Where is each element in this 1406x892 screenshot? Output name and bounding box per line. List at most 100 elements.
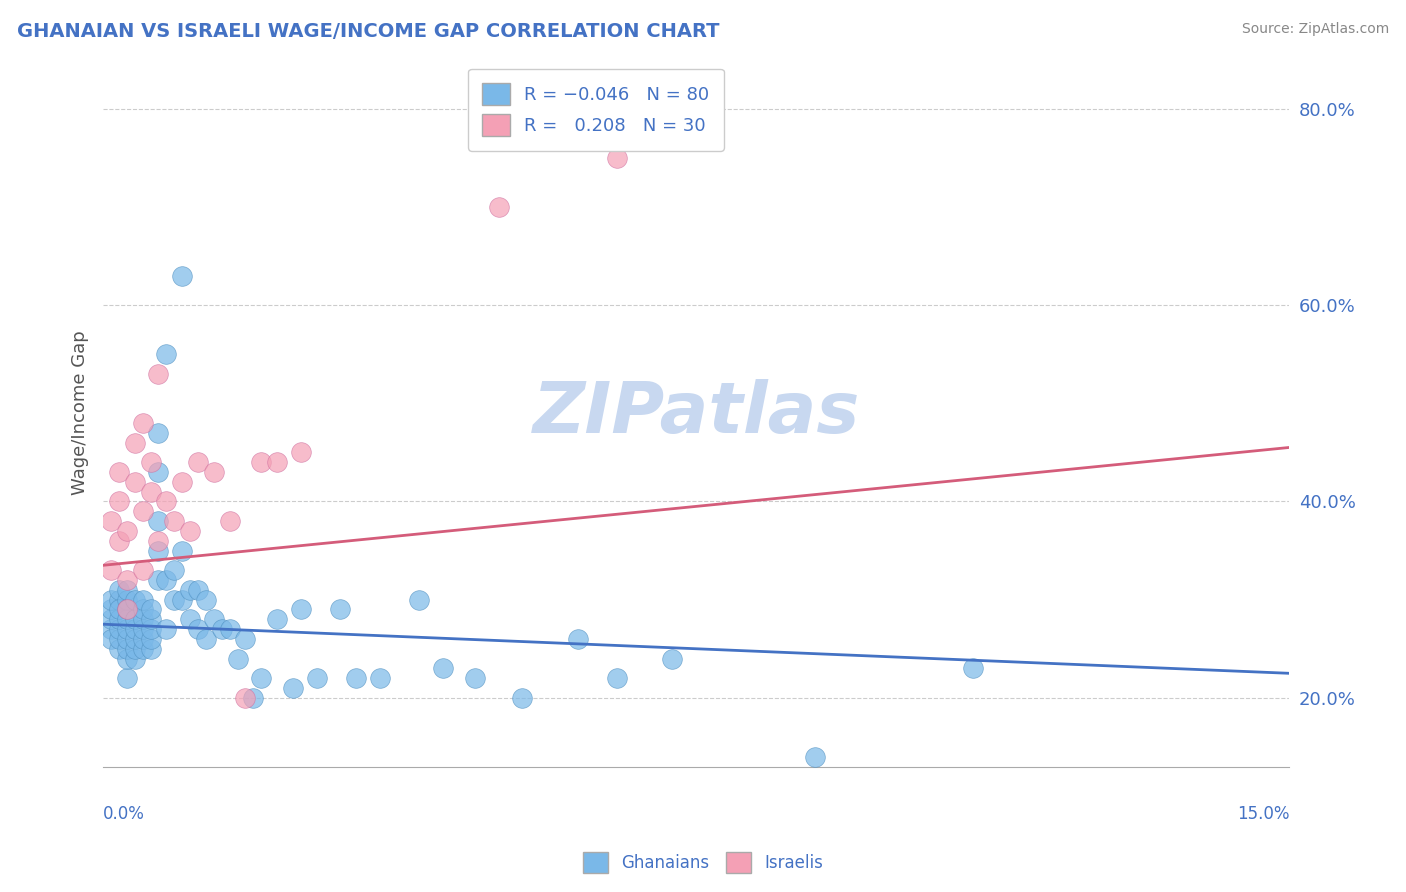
- Point: [464, 671, 486, 685]
- Point: [408, 592, 430, 607]
- Point: [124, 632, 146, 646]
- Point: [179, 524, 201, 538]
- Point: [194, 632, 217, 646]
- Point: [194, 592, 217, 607]
- Point: [250, 671, 273, 685]
- Point: [100, 563, 122, 577]
- Point: [108, 641, 131, 656]
- Point: [290, 445, 312, 459]
- Point: [131, 632, 153, 646]
- Point: [124, 612, 146, 626]
- Point: [235, 690, 257, 705]
- Point: [235, 632, 257, 646]
- Point: [115, 602, 138, 616]
- Point: [100, 514, 122, 528]
- Point: [131, 602, 153, 616]
- Point: [148, 465, 170, 479]
- Point: [108, 465, 131, 479]
- Point: [187, 622, 209, 636]
- Point: [172, 268, 194, 283]
- Point: [139, 612, 162, 626]
- Point: [131, 592, 153, 607]
- Point: [432, 661, 454, 675]
- Point: [567, 632, 589, 646]
- Point: [108, 612, 131, 626]
- Point: [606, 671, 628, 685]
- Point: [131, 622, 153, 636]
- Point: [281, 681, 304, 695]
- Point: [115, 582, 138, 597]
- Point: [148, 367, 170, 381]
- Point: [131, 504, 153, 518]
- Point: [218, 514, 240, 528]
- Point: [100, 592, 122, 607]
- Point: [108, 602, 131, 616]
- Point: [148, 543, 170, 558]
- Point: [250, 455, 273, 469]
- Point: [202, 612, 225, 626]
- Point: [179, 612, 201, 626]
- Point: [131, 416, 153, 430]
- Point: [155, 347, 177, 361]
- Point: [368, 671, 391, 685]
- Point: [163, 592, 186, 607]
- Point: [218, 622, 240, 636]
- Point: [266, 612, 288, 626]
- Point: [661, 651, 683, 665]
- Legend: R = −0.046   N = 80, R =   0.208   N = 30: R = −0.046 N = 80, R = 0.208 N = 30: [468, 69, 724, 151]
- Point: [131, 641, 153, 656]
- Point: [804, 749, 827, 764]
- Point: [155, 573, 177, 587]
- Point: [108, 592, 131, 607]
- Point: [172, 592, 194, 607]
- Point: [115, 671, 138, 685]
- Text: GHANAIAN VS ISRAELI WAGE/INCOME GAP CORRELATION CHART: GHANAIAN VS ISRAELI WAGE/INCOME GAP CORR…: [17, 22, 720, 41]
- Point: [115, 573, 138, 587]
- Point: [187, 582, 209, 597]
- Point: [115, 651, 138, 665]
- Point: [344, 671, 367, 685]
- Point: [124, 622, 146, 636]
- Point: [155, 494, 177, 508]
- Point: [108, 632, 131, 646]
- Point: [139, 632, 162, 646]
- Legend: Ghanaians, Israelis: Ghanaians, Israelis: [576, 846, 830, 880]
- Point: [115, 622, 138, 636]
- Point: [139, 641, 162, 656]
- Point: [242, 690, 264, 705]
- Point: [115, 641, 138, 656]
- Point: [124, 651, 146, 665]
- Point: [329, 602, 352, 616]
- Point: [108, 494, 131, 508]
- Point: [139, 602, 162, 616]
- Point: [139, 484, 162, 499]
- Point: [202, 465, 225, 479]
- Point: [108, 533, 131, 548]
- Text: Source: ZipAtlas.com: Source: ZipAtlas.com: [1241, 22, 1389, 37]
- Point: [124, 475, 146, 489]
- Point: [226, 651, 249, 665]
- Point: [139, 455, 162, 469]
- Point: [115, 524, 138, 538]
- Point: [172, 543, 194, 558]
- Point: [179, 582, 201, 597]
- Point: [148, 425, 170, 440]
- Point: [148, 533, 170, 548]
- Point: [510, 690, 533, 705]
- Point: [148, 573, 170, 587]
- Point: [115, 632, 138, 646]
- Point: [290, 602, 312, 616]
- Point: [163, 563, 186, 577]
- Point: [305, 671, 328, 685]
- Point: [124, 435, 146, 450]
- Point: [962, 661, 984, 675]
- Text: 15.0%: 15.0%: [1237, 805, 1289, 823]
- Point: [266, 455, 288, 469]
- Point: [488, 200, 510, 214]
- Text: 0.0%: 0.0%: [103, 805, 145, 823]
- Point: [187, 455, 209, 469]
- Y-axis label: Wage/Income Gap: Wage/Income Gap: [72, 331, 89, 495]
- Point: [124, 592, 146, 607]
- Point: [139, 622, 162, 636]
- Point: [148, 514, 170, 528]
